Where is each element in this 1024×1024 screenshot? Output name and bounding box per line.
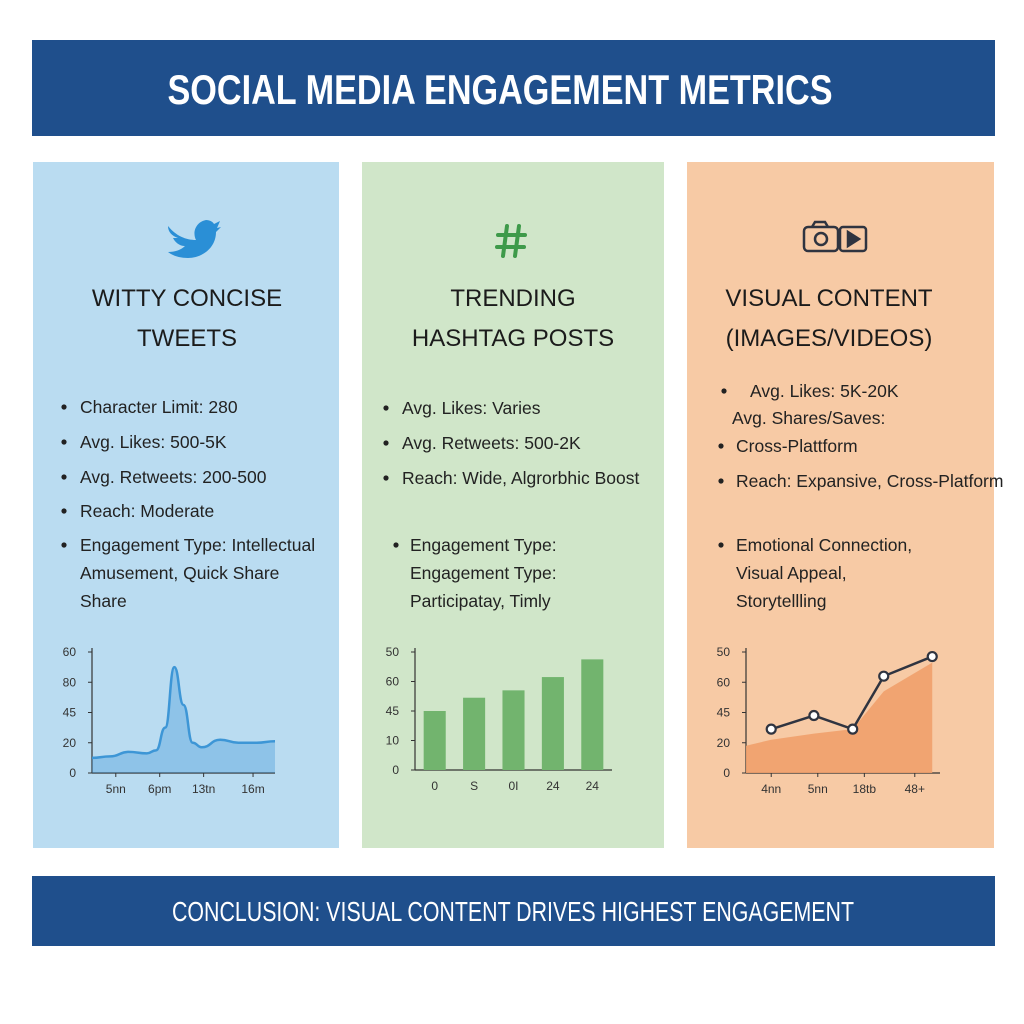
- bullet-text: Avg. Likes: 500-5K: [80, 432, 227, 452]
- y-tick-label: 0: [392, 763, 399, 777]
- bullet-dot: [61, 404, 67, 410]
- video-frame: [838, 225, 868, 253]
- y-tick-label: 0: [723, 766, 730, 780]
- area-fill: [746, 662, 933, 773]
- y-tick-label: 45: [717, 706, 731, 720]
- bullet-text: Avg. Likes: 5K-20K: [750, 381, 899, 401]
- header-title: SOCIAL MEDIA ENGAGEMENT METRICS: [168, 66, 833, 113]
- bullet-text: Share: [80, 591, 127, 611]
- bullet-text: Avg. Retweets: 200-500: [80, 467, 267, 487]
- bar: [463, 697, 486, 770]
- bullet-dot: [718, 443, 724, 449]
- header-bar: [32, 40, 995, 136]
- panel-title: VISUAL CONTENT: [725, 285, 932, 312]
- bullet-text: Cross-Plattform: [736, 436, 858, 456]
- bullet-dot: [383, 440, 389, 446]
- bullet-text: Engagement Type:: [410, 563, 557, 583]
- play-triangle: [846, 229, 862, 249]
- panel-title: HASHTAG POSTS: [412, 325, 614, 352]
- bar: [541, 677, 564, 770]
- area-fill: [92, 667, 275, 773]
- bullet-text: Avg. Retweets: 500-2K: [402, 433, 581, 453]
- area-line: [91, 665, 276, 760]
- bullet-text: Participatay, Timly: [410, 591, 551, 611]
- camera-body: [802, 225, 840, 253]
- bullet-dot: [61, 439, 67, 445]
- x-tick-label: 24: [586, 779, 600, 793]
- camera-icon: [802, 220, 868, 253]
- panel-background: [33, 162, 339, 848]
- y-tick-label: 60: [386, 675, 400, 689]
- y-tick-label: 20: [63, 736, 77, 750]
- y-tick-label: 60: [717, 675, 731, 689]
- x-tick-label: 4nn: [761, 782, 781, 796]
- y-tick-label: 45: [386, 704, 400, 718]
- bullet-dot: [61, 508, 67, 514]
- point-marker: [808, 709, 820, 722]
- bullet-dot: [721, 388, 727, 394]
- bullet-dot: [718, 542, 724, 548]
- panel-title: TRENDING: [450, 285, 575, 312]
- point-marker: [765, 723, 777, 735]
- bullet-text: Reach: Wide, Algrorbhic Boost: [402, 468, 639, 488]
- x-tick-label: 18tb: [853, 782, 877, 796]
- y-tick-label: 20: [717, 736, 731, 750]
- bullet-text: Reach: Expansive, Cross-Platform: [736, 471, 1003, 491]
- hashtag-stroke: [513, 224, 521, 258]
- bullet-text: Avg. Likes: Varies: [402, 398, 541, 418]
- point-marker: [847, 723, 859, 735]
- x-tick-label: 13tn: [192, 782, 215, 796]
- y-tick-label: 0: [69, 766, 76, 780]
- twitter-icon: [168, 220, 221, 258]
- panel-title: TWEETS: [137, 325, 237, 352]
- hashtag-icon: [495, 224, 527, 258]
- camera-lens: [813, 231, 829, 247]
- bullet-text: Amusement, Quick Share: [80, 563, 279, 583]
- y-tick-label: 50: [717, 645, 731, 659]
- bullet-text: Emotional Connection,: [736, 535, 912, 555]
- bullet-text: Visual Appeal,: [736, 563, 847, 583]
- x-tick-label: 48+: [905, 782, 925, 796]
- y-tick-label: 60: [63, 645, 77, 659]
- bullet-text: Storytellling: [736, 591, 826, 611]
- bullet-dot: [383, 475, 389, 481]
- bar: [423, 711, 446, 770]
- bullet-text: Engagement Type: Intellectual: [80, 535, 315, 555]
- point-marker: [878, 670, 890, 682]
- panel-title: WITTY CONCISE: [92, 285, 282, 312]
- x-tick-label: 16m: [241, 782, 264, 796]
- bullet-dot: [61, 542, 67, 548]
- bullet-text: Avg. Shares/Saves:: [732, 408, 885, 428]
- x-tick-label: 5nn: [808, 782, 828, 796]
- y-tick-label: 10: [386, 734, 400, 748]
- y-tick-label: 50: [386, 645, 400, 659]
- bullet-dot: [393, 542, 399, 548]
- footer-bar: [32, 876, 995, 946]
- y-tick-label: 45: [63, 706, 77, 720]
- bullet-text: Character Limit: 280: [80, 397, 238, 417]
- bar: [502, 690, 525, 770]
- panel-title: (IMAGES/VIDEOS): [726, 325, 933, 352]
- footer-text: CONCLUSION: VISUAL CONTENT DRIVES HIGHES…: [172, 896, 854, 927]
- bullet-dot: [61, 474, 67, 480]
- bullet-dot: [383, 405, 389, 411]
- hashtag-stroke: [501, 224, 509, 258]
- x-tick-label: 0I: [508, 779, 518, 793]
- x-tick-label: 6pm: [148, 782, 171, 796]
- y-tick-label: 80: [63, 675, 77, 689]
- x-tick-label: S: [470, 779, 478, 793]
- bullet-text: Engagement Type:: [410, 535, 557, 555]
- bullet-dot: [718, 478, 724, 484]
- x-tick-label: 5nn: [106, 782, 126, 796]
- point-marker: [926, 650, 938, 663]
- camera-top: [810, 220, 830, 228]
- bar: [581, 659, 604, 770]
- x-tick-label: 0: [431, 779, 438, 793]
- x-tick-label: 24: [546, 779, 560, 793]
- bullet-text: Reach: Moderate: [80, 501, 214, 521]
